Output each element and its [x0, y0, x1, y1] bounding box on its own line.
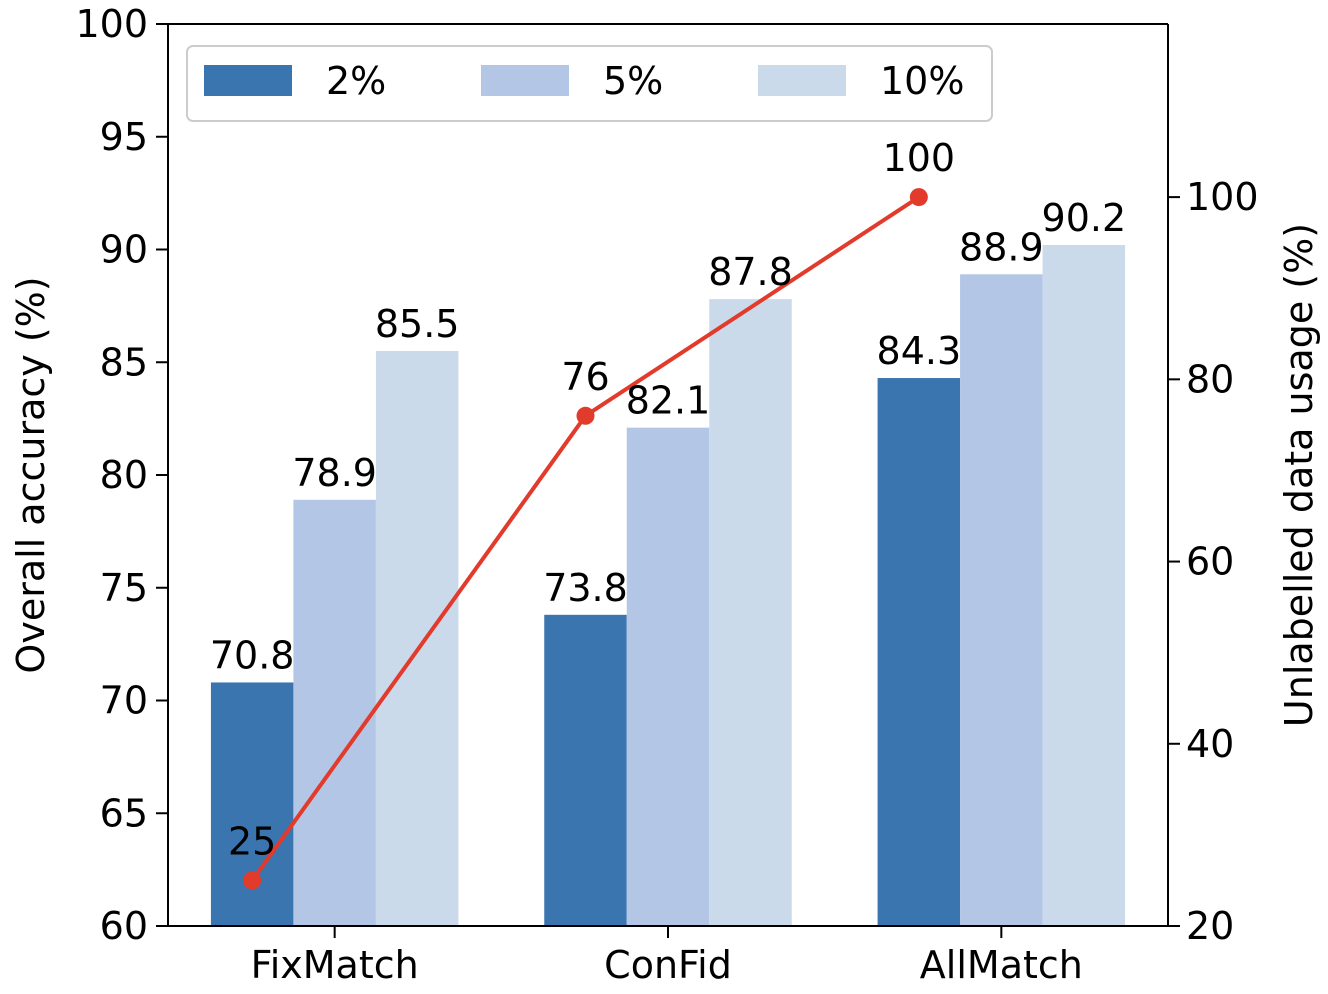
axes-layer: 60 65 70 75 80 85 90 95 100 20 40 60 80 100 FixMatch Co… [9, 2, 1321, 987]
data-labels-layer: 70.8 73.8 84.3 78.9 82.1 88.9 85.5 87.8 90.2 25 76… [210, 136, 1126, 863]
bar-value-label: 84.3 [877, 329, 962, 373]
y-tick-label: 85 [100, 340, 148, 384]
y-tick-label: 100 [75, 2, 148, 46]
bar [626, 427, 710, 926]
legend: 2% 5% 10% [186, 45, 993, 122]
y2-tick-label: 60 [1186, 540, 1234, 584]
y-tick-label: 95 [100, 115, 148, 159]
bar [709, 299, 792, 926]
legend-swatch [758, 65, 846, 96]
bar-value-label: 90.2 [1042, 196, 1127, 240]
usage-line-layer [243, 188, 928, 890]
bar [877, 378, 961, 926]
y-tick-label: 70 [100, 679, 148, 723]
bar-value-label: 73.8 [543, 566, 628, 610]
y2-tick-label: 40 [1186, 722, 1234, 766]
bar-value-label: 82.1 [626, 379, 711, 423]
bar-value-label: 88.9 [959, 225, 1044, 269]
bars-layer [210, 244, 1126, 927]
x-tick-label: AllMatch [920, 943, 1083, 987]
legend-label: 10% [880, 59, 964, 103]
usage-point-label: 76 [561, 355, 609, 399]
legend-swatch [204, 65, 292, 96]
bar [210, 682, 294, 926]
legend-label: 5% [603, 59, 663, 103]
y-axis-title: Overall accuracy (%) [9, 276, 53, 673]
bar [293, 499, 376, 926]
bar [1042, 244, 1126, 927]
bar [960, 274, 1043, 926]
bar-value-label: 78.9 [292, 451, 377, 495]
y-tick-label: 75 [100, 566, 148, 610]
y-tick-label: 65 [100, 791, 148, 835]
bar [544, 614, 627, 926]
usage-point [909, 188, 928, 207]
y2-tick-label: 100 [1186, 175, 1259, 219]
y-tick-label: 80 [100, 453, 148, 497]
x-tick-label: ConFid [604, 943, 732, 987]
bar [375, 350, 459, 927]
y2-tick-label: 20 [1186, 904, 1234, 948]
y2-axis-title: Unlabelled data usage (%) [1277, 223, 1321, 727]
y2-tick-label: 80 [1186, 357, 1234, 401]
bar-value-label: 87.8 [708, 250, 793, 294]
usage-point [576, 406, 595, 425]
usage-point-label: 25 [228, 819, 276, 863]
usage-point-label: 100 [883, 136, 956, 180]
legend-frame [186, 45, 993, 122]
y-tick-label: 60 [100, 904, 148, 948]
bar-value-label: 85.5 [375, 302, 460, 346]
usage-point [243, 871, 262, 890]
bar-value-label: 70.8 [210, 633, 295, 677]
legend-label: 2% [326, 59, 386, 103]
x-tick-label: FixMatch [251, 943, 419, 987]
y-tick-label: 90 [100, 228, 148, 272]
legend-swatch [481, 65, 569, 96]
